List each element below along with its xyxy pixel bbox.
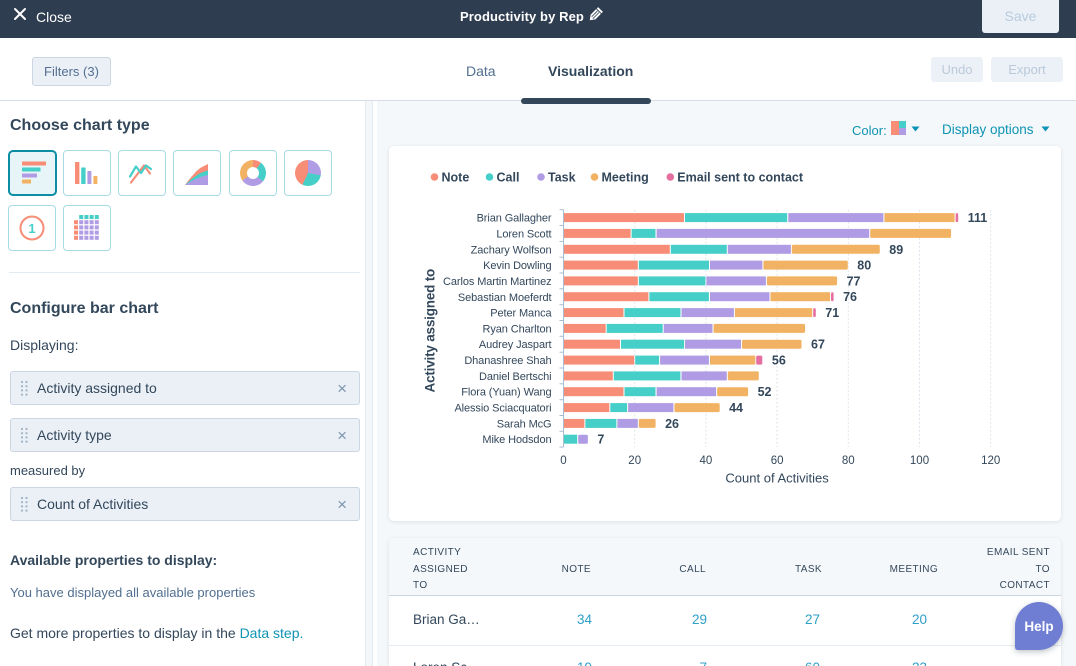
svg-text:Note: Note — [442, 171, 470, 185]
svg-text:67: 67 — [811, 338, 825, 352]
svg-text:Sarah McG: Sarah McG — [497, 418, 552, 430]
svg-text:Audrey Jaspart: Audrey Jaspart — [479, 339, 552, 351]
svg-text:Dhanashree Shah: Dhanashree Shah — [464, 355, 551, 367]
svg-text:20: 20 — [628, 455, 641, 467]
svg-text:Flora (Yuan) Wang: Flora (Yuan) Wang — [461, 387, 551, 399]
svg-text:0: 0 — [560, 455, 566, 467]
svg-text:52: 52 — [758, 385, 772, 399]
svg-text:Count of Activities: Count of Activities — [725, 471, 829, 486]
svg-text:89: 89 — [889, 243, 903, 257]
svg-text:100: 100 — [910, 455, 929, 467]
svg-text:111: 111 — [968, 211, 988, 225]
svg-text:80: 80 — [857, 259, 871, 273]
svg-text:Brian Gallagher: Brian Gallagher — [477, 213, 552, 225]
svg-text:Ryan Charlton: Ryan Charlton — [482, 323, 551, 335]
svg-text:Alessio Sciacquatori: Alessio Sciacquatori — [454, 403, 551, 415]
svg-text:Loren Scott: Loren Scott — [496, 228, 551, 240]
svg-text:Zachary Wolfson: Zachary Wolfson — [471, 244, 552, 256]
svg-text:77: 77 — [847, 274, 861, 288]
svg-text:Task: Task — [548, 171, 576, 185]
svg-text:Meeting: Meeting — [602, 171, 649, 185]
svg-text:40: 40 — [700, 455, 713, 467]
svg-text:Peter Manca: Peter Manca — [490, 308, 552, 320]
svg-text:Kevin Dowling: Kevin Dowling — [483, 260, 551, 272]
svg-text:44: 44 — [729, 401, 743, 415]
svg-text:120: 120 — [981, 455, 1000, 467]
svg-text:1: 1 — [28, 221, 35, 236]
svg-text:Call: Call — [497, 171, 520, 185]
svg-text:Activity assigned to: Activity assigned to — [422, 269, 437, 393]
svg-text:26: 26 — [665, 417, 679, 431]
svg-text:76: 76 — [843, 290, 857, 304]
svg-text:Email sent to contact: Email sent to contact — [677, 171, 804, 185]
svg-text:Mike Hodsdon: Mike Hodsdon — [482, 434, 551, 446]
svg-text:Carlos Martin Martinez: Carlos Martin Martinez — [443, 276, 551, 288]
svg-text:60: 60 — [771, 455, 784, 467]
svg-text:Sebastian Moeferdt: Sebastian Moeferdt — [458, 292, 552, 304]
svg-text:7: 7 — [597, 433, 604, 447]
svg-text:80: 80 — [842, 455, 855, 467]
svg-text:Daniel Bertschi: Daniel Bertschi — [479, 371, 551, 383]
svg-text:71: 71 — [825, 306, 839, 320]
svg-text:56: 56 — [772, 354, 786, 368]
